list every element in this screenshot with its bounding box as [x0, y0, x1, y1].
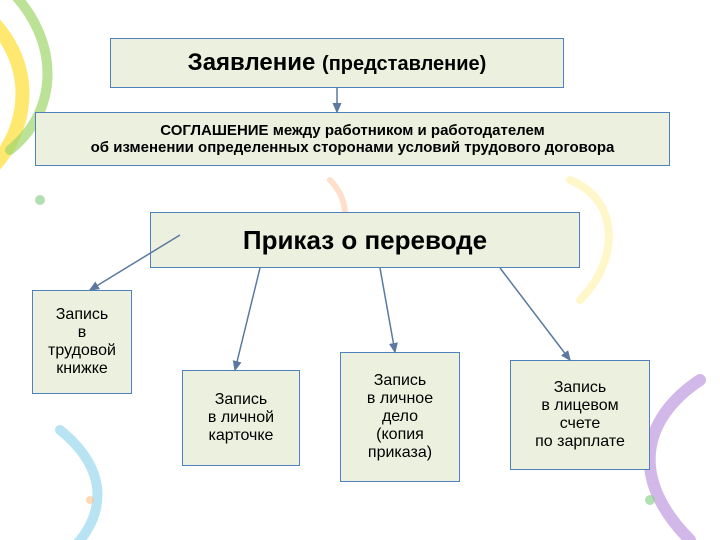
node-application-main: Заявление: [188, 49, 322, 76]
leaf-text: Записьв лицевомсчетепо зарплате: [535, 379, 625, 451]
leaf-text: Записьв личноедело(копияприказа): [367, 372, 433, 462]
node-leaf-payroll: Записьв лицевомсчетепо зарплате: [510, 360, 650, 470]
node-leaf-personal-file: Записьв личноедело(копияприказа): [340, 352, 460, 482]
node-leaf-workbook: Записьвтрудовойкнижке: [32, 290, 132, 394]
node-application: Заявление (представление): [110, 38, 564, 88]
leaf-text: Записьв личнойкарточке: [208, 391, 274, 445]
agreement-line1: СОГЛАШЕНИЕ между работником и работодате…: [160, 122, 544, 139]
node-agreement: СОГЛАШЕНИЕ между работником и работодате…: [35, 112, 670, 166]
node-order: Приказ о переводе: [150, 212, 580, 268]
leaf-text: Записьвтрудовойкнижке: [48, 306, 116, 378]
node-leaf-personal-card: Записьв личнойкарточке: [182, 370, 300, 466]
order-text: Приказ о переводе: [243, 225, 487, 256]
agreement-line2: об изменении определенных сторонами усло…: [91, 139, 615, 156]
node-application-paren: (представление): [322, 53, 486, 75]
